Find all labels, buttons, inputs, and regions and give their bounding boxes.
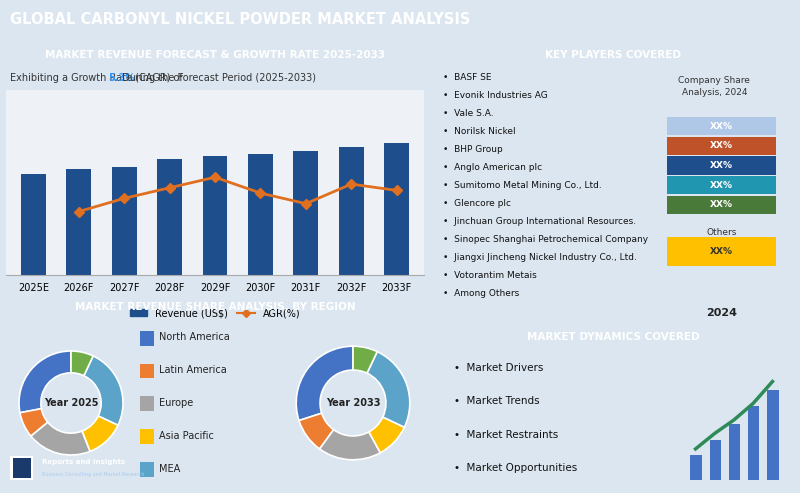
Text: North America: North America [159,332,230,343]
Text: XX%: XX% [710,201,733,210]
Bar [140,462,154,477]
Bar [667,176,776,194]
Text: GLOBAL CARBONYL NICKEL POWDER MARKET ANALYSIS: GLOBAL CARBONYL NICKEL POWDER MARKET ANA… [10,11,470,27]
Wedge shape [299,413,334,449]
Text: •  Jinchuan Group International Resources.: • Jinchuan Group International Resources… [443,217,636,226]
Text: Company Share
Analysis, 2024: Company Share Analysis, 2024 [678,76,750,97]
Bar [66,169,91,275]
Text: •  Sumitomo Metal Mining Co., Ltd.: • Sumitomo Metal Mining Co., Ltd. [443,181,602,190]
Bar [667,156,776,175]
Bar [13,458,30,478]
Text: Latin America: Latin America [159,365,227,375]
Wedge shape [367,352,410,427]
Text: Asia Pacific: Asia Pacific [159,431,214,441]
Text: •  Among Others: • Among Others [443,289,519,298]
Text: Others: Others [706,228,737,237]
Text: •  Sinopec Shanghai Petrochemical Company: • Sinopec Shanghai Petrochemical Company [443,236,648,245]
Text: •  Jiangxi Jincheng Nickel Industry Co., Ltd.: • Jiangxi Jincheng Nickel Industry Co., … [443,253,637,262]
Bar [294,151,318,275]
Text: •  BHP Group: • BHP Group [443,145,502,154]
Text: •  Anglo American plc: • Anglo American plc [443,164,542,173]
Text: Year 2025: Year 2025 [44,398,98,408]
Bar [21,174,46,275]
Text: XX%: XX% [710,122,733,131]
Text: MARKET DYNAMICS COVERED: MARKET DYNAMICS COVERED [526,332,699,342]
Bar [140,331,154,346]
Text: •  Vale S.A.: • Vale S.A. [443,109,494,118]
Text: Europe: Europe [159,398,194,408]
Bar [667,137,776,155]
Text: •  Market Trends: • Market Trends [454,396,539,406]
Bar [248,154,273,275]
Bar [384,143,410,275]
Text: •  BASF SE: • BASF SE [443,73,491,82]
Text: 5.3%: 5.3% [108,73,134,83]
Text: KEY PLAYERS COVERED: KEY PLAYERS COVERED [545,50,681,60]
Wedge shape [353,346,377,373]
Bar [747,405,759,480]
Bar [690,454,702,480]
Bar [667,117,776,136]
Legend: Revenue (US$), AGR(%): Revenue (US$), AGR(%) [126,304,304,322]
Text: MARKET REVENUE SHARE ANALYSIS, BY REGION: MARKET REVENUE SHARE ANALYSIS, BY REGION [74,302,355,312]
Wedge shape [320,430,380,460]
Wedge shape [84,356,123,425]
Text: •  Votorantim Metais: • Votorantim Metais [443,272,537,281]
Text: Exhibiting a Growth Rate (CAGR) of: Exhibiting a Growth Rate (CAGR) of [10,73,186,83]
Text: MARKET REVENUE FORECAST & GROWTH RATE 2025-2033: MARKET REVENUE FORECAST & GROWTH RATE 20… [45,50,385,60]
Text: 2024: 2024 [706,308,737,318]
Text: Reports and Insights: Reports and Insights [42,459,126,465]
Wedge shape [82,416,118,452]
Text: XX%: XX% [710,181,733,190]
Bar [140,429,154,444]
Text: •  Glencore plc: • Glencore plc [443,200,511,209]
Text: •  Evonik Industries AG: • Evonik Industries AG [443,92,548,101]
Bar [339,146,364,275]
Bar [140,364,154,379]
Bar [667,238,776,266]
Bar [202,156,227,275]
Text: MEA: MEA [159,463,181,474]
Bar [10,456,34,480]
Bar [140,396,154,411]
Text: •  Norilsk Nickel: • Norilsk Nickel [443,128,515,137]
Text: •  Market Opportunities: • Market Opportunities [454,463,577,473]
Text: XX%: XX% [710,141,733,150]
Text: Year 2033: Year 2033 [326,398,380,408]
Wedge shape [369,417,404,453]
Wedge shape [296,346,353,421]
Wedge shape [71,351,93,376]
Wedge shape [19,351,71,413]
Bar [667,196,776,214]
Text: XX%: XX% [710,161,733,170]
Bar [157,159,182,275]
Wedge shape [31,422,90,455]
Bar [112,167,137,275]
Text: •  Market Drivers: • Market Drivers [454,363,543,373]
Text: •  Market Restraints: • Market Restraints [454,430,558,440]
Text: During the Forecast Period (2025-2033): During the Forecast Period (2025-2033) [119,73,316,83]
Bar [728,423,740,480]
Bar [766,389,778,480]
Text: Business Consulting and Market Research: Business Consulting and Market Research [42,472,145,477]
Wedge shape [20,409,48,436]
Bar [709,439,721,480]
Text: XX%: XX% [710,247,733,256]
